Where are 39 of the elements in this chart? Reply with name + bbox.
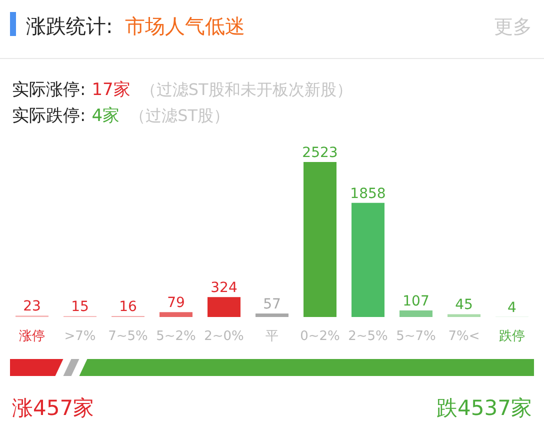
chart-title: 涨跌统计: xyxy=(26,14,113,38)
data-label: 2523 xyxy=(302,145,338,161)
data-label: 16 xyxy=(119,299,137,316)
text: 实际涨停: xyxy=(12,80,86,100)
x-tick-label: 跌停 xyxy=(499,329,525,344)
x-tick-label: 涨停 xyxy=(19,329,45,344)
data-label: 4 xyxy=(508,300,517,316)
text: 4家 xyxy=(92,106,120,126)
data-label: 79 xyxy=(167,295,185,312)
x-tick-label: 平 xyxy=(266,329,278,344)
x-tick-label: 7%< xyxy=(448,329,480,344)
data-label: 57 xyxy=(263,296,281,312)
text: 17家 xyxy=(92,80,130,100)
x-tick-label: 5~7% xyxy=(396,329,436,344)
text: 涨457家 xyxy=(12,396,94,420)
bar xyxy=(208,297,240,317)
data-label: 45 xyxy=(455,297,473,314)
bar xyxy=(400,310,432,317)
data-label: 15 xyxy=(71,299,89,316)
bar xyxy=(304,162,336,317)
data-label: 23 xyxy=(23,298,41,315)
x-tick-label: 2~5% xyxy=(348,329,388,344)
text: （过滤ST股） xyxy=(130,106,230,125)
x-tick-label: 7~5% xyxy=(108,329,148,344)
data-label: 324 xyxy=(210,280,238,296)
x-tick-label: 2~0% xyxy=(204,329,244,344)
data-label: 107 xyxy=(402,293,430,310)
bar xyxy=(448,314,480,317)
bar xyxy=(160,312,192,317)
chart-subtitle: 市场人气低迷 xyxy=(124,14,245,38)
bar xyxy=(352,202,384,317)
x-tick-label: 5~2% xyxy=(156,329,196,344)
text: 实际跌停: xyxy=(12,106,86,126)
x-tick-label: 0~2% xyxy=(300,329,340,344)
text: 跌4537家 xyxy=(436,396,532,420)
text: （过滤ST股和未开板次新股） xyxy=(140,80,352,99)
x-tick-label: >7% xyxy=(64,329,96,344)
bar xyxy=(256,314,288,317)
data-label: 1858 xyxy=(350,186,386,202)
